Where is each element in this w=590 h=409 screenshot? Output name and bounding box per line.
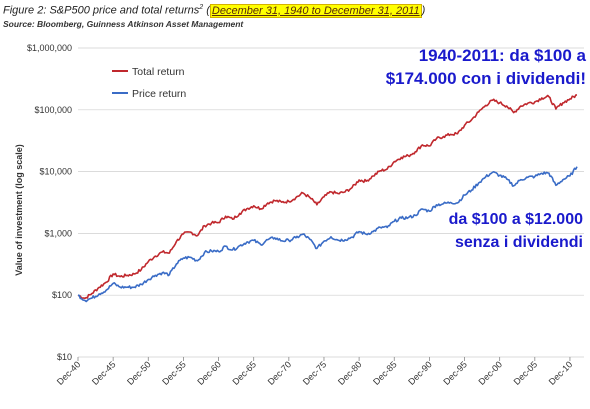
grid-lines	[78, 47, 584, 358]
y-axis-ticks: $10 $100 $1,000 $10,000 $100,000 $1,000,000	[27, 43, 72, 362]
series-line-total-return	[77, 94, 578, 300]
figure-title: Figure 2: S&P500 price and total returns…	[3, 1, 587, 18]
x-tick-label: Dec-55	[160, 359, 188, 387]
x-tick-label: Dec-80	[336, 359, 364, 387]
y-tick-label: $100	[52, 290, 72, 300]
legend-label-total-return: Total return	[132, 66, 185, 78]
figure-title-footnote: 2	[199, 4, 204, 11]
y-tick-label: $10	[57, 352, 72, 362]
annotation-total-return-line-1: 1940-2011: da $100 a	[419, 46, 587, 65]
x-tick-label: Dec-70	[266, 359, 294, 387]
x-tick-label: Dec-95	[441, 359, 469, 387]
y-tick-label: $10,000	[39, 167, 72, 177]
y-axis-label: Value of investment (log scale)	[14, 144, 24, 276]
figure-title-paren-close: )	[421, 4, 426, 17]
x-tick-label: Dec-10	[547, 359, 575, 387]
y-tick-label: $1,000,000	[27, 43, 72, 53]
x-tick-label: Dec-50	[125, 359, 153, 387]
figure-title-paren-open: (	[203, 4, 210, 17]
x-tick-label: Dec-65	[231, 359, 259, 387]
y-tick-label: $1,000	[44, 228, 72, 238]
x-tick-label: Dec-90	[406, 359, 434, 387]
annotation-total-return-line-2: $174.000 con i dividendi!	[386, 69, 586, 88]
legend: Total return Price return	[112, 66, 186, 100]
x-tick-label: Dec-05	[512, 359, 540, 387]
series-line-price-return	[77, 166, 578, 303]
legend-label-price-return: Price return	[132, 88, 186, 100]
annotation-price-return-line-2: senza i dividendi	[455, 234, 583, 251]
x-axis-ticks: Dec-40 Dec-45 Dec-50 Dec-55 Dec-60 Dec-65 Dec-…	[55, 357, 575, 387]
figure-title-text: Figure 2: S&P500 price and total returns	[3, 4, 200, 17]
x-tick-label: Dec-75	[301, 359, 329, 387]
x-tick-label: Dec-60	[195, 359, 223, 387]
x-tick-label: Dec-40	[55, 359, 83, 387]
figure-title-date-range: December 31, 1940 to December 31, 2011	[209, 3, 422, 18]
x-tick-label: Dec-85	[371, 359, 399, 387]
figure-header: Figure 2: S&P500 price and total returns…	[3, 1, 587, 30]
x-tick-label: Dec-00	[476, 359, 504, 387]
figure-source: Source: Bloomberg, Guinness Atkinson Ass…	[3, 18, 244, 29]
series-lines	[77, 94, 578, 303]
y-tick-label: $100,000	[34, 105, 72, 115]
x-tick-label: Dec-45	[90, 359, 118, 387]
annotation-price-return-line-1: da $100 a $12.000	[449, 211, 583, 228]
